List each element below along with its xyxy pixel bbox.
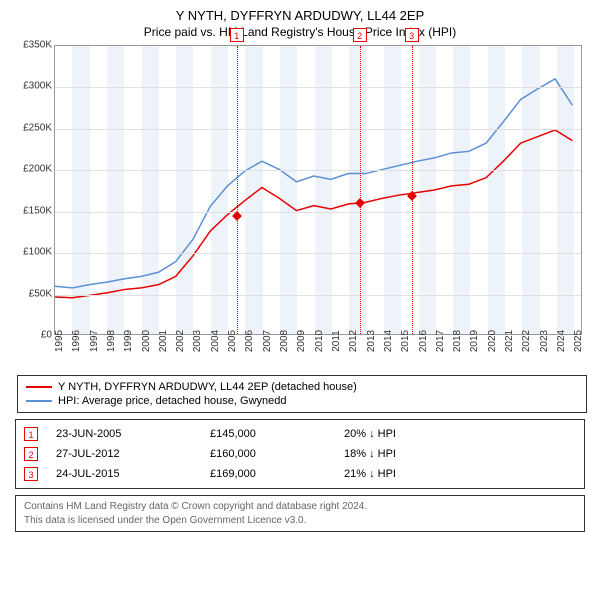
y-tick-label: £100K [12,247,52,258]
sales-diff: 18% ↓ HPI [344,448,576,460]
plot-box: 123 [54,45,582,335]
sales-row: 2 27-JUL-2012 £160,000 18% ↓ HPI [24,444,576,464]
sale-marker-line [360,46,361,334]
y-tick-label: £300K [12,81,52,92]
chart-legend: Y NYTH, DYFFRYN ARDUDWY, LL44 2EP (detac… [17,375,587,413]
legend-label: HPI: Average price, detached house, Gwyn… [58,395,287,407]
y-tick-label: £150K [12,205,52,216]
chart-area: 123 £0£50K£100K£150K£200K£250K£300K£350K… [12,45,588,375]
sales-price: £145,000 [210,428,340,440]
gridline-h [55,170,581,171]
series-line [55,79,572,288]
sales-price: £169,000 [210,468,340,480]
title-main: Y NYTH, DYFFRYN ARDUDWY, LL44 2EP [12,8,588,23]
legend-swatch [26,386,52,388]
sales-idx: 2 [24,447,38,461]
sales-row: 3 24-JUL-2015 £169,000 21% ↓ HPI [24,464,576,484]
sales-diff: 20% ↓ HPI [344,428,576,440]
chart-svg [55,46,581,334]
sales-row: 1 23-JUN-2005 £145,000 20% ↓ HPI [24,424,576,444]
footer: Contains HM Land Registry data © Crown c… [15,495,585,532]
sales-date: 23-JUN-2005 [56,428,206,440]
series-line [55,130,572,298]
sales-idx: 1 [24,427,38,441]
sale-marker-box: 3 [405,28,419,42]
sales-idx: 3 [24,467,38,481]
gridline-h [55,87,581,88]
title-sub: Price paid vs. HM Land Registry's House … [12,25,588,39]
sales-date: 24-JUL-2015 [56,468,206,480]
legend-swatch [26,400,52,402]
title-block: Y NYTH, DYFFRYN ARDUDWY, LL44 2EP Price … [12,8,588,39]
sales-price: £160,000 [210,448,340,460]
y-tick-label: £200K [12,164,52,175]
footer-line1: Contains HM Land Registry data © Crown c… [24,500,576,514]
figure-container: Y NYTH, DYFFRYN ARDUDWY, LL44 2EP Price … [0,0,600,590]
sales-date: 27-JUL-2012 [56,448,206,460]
sales-table: 1 23-JUN-2005 £145,000 20% ↓ HPI 2 27-JUL-201… [15,419,585,489]
sale-marker-box: 2 [353,28,367,42]
gridline-h [55,295,581,296]
footer-line2: This data is licensed under the Open Gov… [24,514,576,528]
y-tick-label: £250K [12,122,52,133]
legend-row: HPI: Average price, detached house, Gwyn… [26,394,578,408]
y-tick-label: £50K [12,288,52,299]
gridline-h [55,253,581,254]
sales-diff: 21% ↓ HPI [344,468,576,480]
gridline-h [55,212,581,213]
y-tick-label: £0 [12,330,52,341]
gridline-h [55,129,581,130]
sale-marker-box: 1 [230,28,244,42]
sale-marker-line [237,46,238,334]
y-tick-label: £350K [12,40,52,51]
legend-row: Y NYTH, DYFFRYN ARDUDWY, LL44 2EP (detac… [26,380,578,394]
x-tick-label: 2025 [573,330,600,352]
legend-label: Y NYTH, DYFFRYN ARDUDWY, LL44 2EP (detac… [58,381,357,393]
